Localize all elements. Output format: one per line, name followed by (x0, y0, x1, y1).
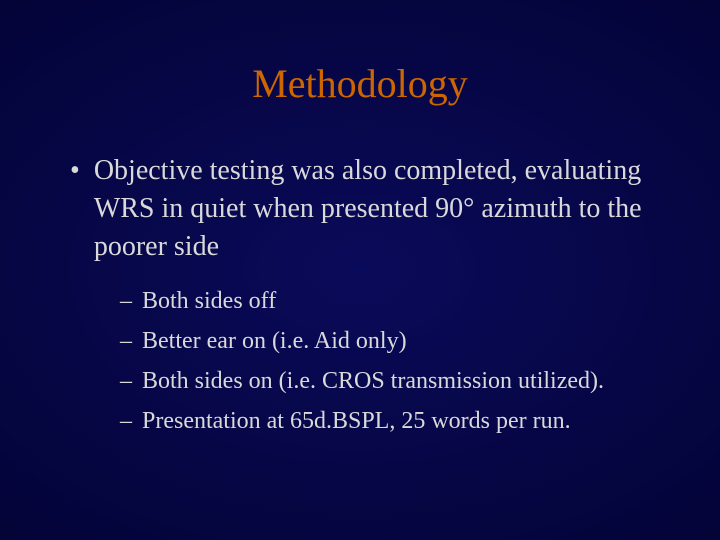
sub-bullet-text: Both sides on (i.e. CROS transmission ut… (142, 364, 604, 398)
main-bullet: • Objective testing was also completed, … (70, 152, 660, 266)
bullet-text: Objective testing was also completed, ev… (94, 152, 660, 266)
sub-bullet-text: Both sides off (142, 284, 276, 318)
sub-bullet-item: – Both sides off (120, 284, 660, 318)
dash-marker: – (120, 324, 132, 358)
slide-title: Methodology (60, 60, 660, 107)
sub-bullet-list: – Both sides off – Better ear on (i.e. A… (120, 284, 660, 438)
sub-bullet-text: Presentation at 65d.BSPL, 25 words per r… (142, 404, 571, 438)
slide-container: Methodology • Objective testing was also… (0, 0, 720, 540)
sub-bullet-text: Better ear on (i.e. Aid only) (142, 324, 407, 358)
bullet-marker: • (70, 152, 80, 190)
sub-bullet-item: – Presentation at 65d.BSPL, 25 words per… (120, 404, 660, 438)
dash-marker: – (120, 404, 132, 438)
sub-bullet-item: – Better ear on (i.e. Aid only) (120, 324, 660, 358)
dash-marker: – (120, 364, 132, 398)
sub-bullet-item: – Both sides on (i.e. CROS transmission … (120, 364, 660, 398)
dash-marker: – (120, 284, 132, 318)
